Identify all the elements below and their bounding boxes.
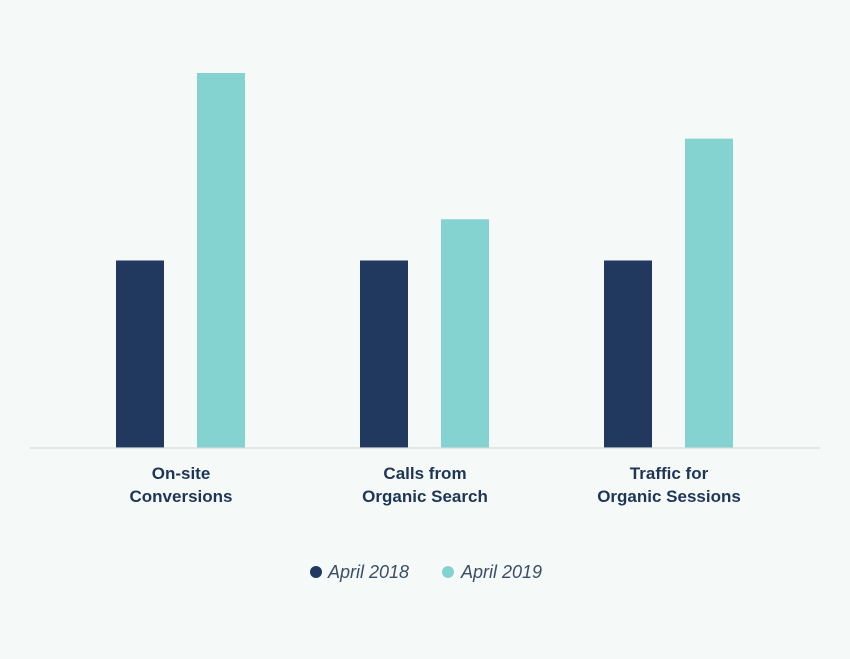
legend-marker-1 xyxy=(442,566,454,578)
category-label-0-line-1: Conversions xyxy=(130,487,233,506)
category-label-2-line-0: Traffic for xyxy=(630,464,709,483)
bar-april-2018-1 xyxy=(360,260,408,448)
category-label-2-line-1: Organic Sessions xyxy=(597,487,741,506)
legend-marker-0 xyxy=(310,566,322,578)
bars-layer xyxy=(116,73,733,448)
bar-april-2019-2 xyxy=(685,138,733,448)
category-label-1-line-0: Calls from xyxy=(383,464,466,483)
legend: April 2018 April 2019 xyxy=(310,562,542,582)
category-label-0-line-0: On-site xyxy=(152,464,211,483)
category-label-1-line-1: Organic Search xyxy=(362,487,488,506)
bar-april-2019-0 xyxy=(197,73,245,448)
legend-label-0: April 2018 xyxy=(327,562,409,582)
bar-april-2019-1 xyxy=(441,219,489,448)
bar-april-2018-2 xyxy=(604,260,652,448)
category-labels: On-site Conversions Calls from Organic Sear… xyxy=(130,464,741,506)
bar-april-2018-0 xyxy=(116,260,164,448)
legend-label-1: April 2019 xyxy=(460,562,542,582)
